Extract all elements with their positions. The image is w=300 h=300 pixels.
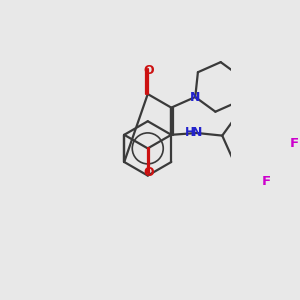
Text: O: O (144, 64, 154, 77)
Text: N: N (192, 125, 203, 139)
Text: O: O (144, 166, 154, 178)
Text: F: F (262, 175, 271, 188)
Text: H: H (185, 125, 195, 139)
Text: F: F (290, 136, 299, 149)
Text: N: N (190, 91, 200, 103)
